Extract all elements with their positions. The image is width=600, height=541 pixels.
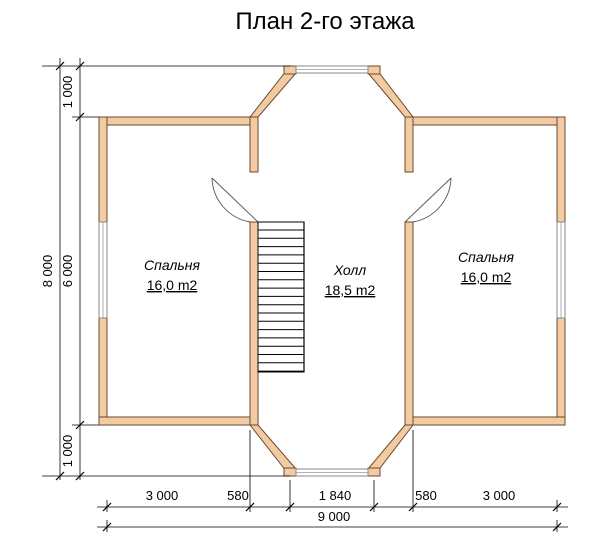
bottom-dimensions: 3 000 580 1 840 580 3 000 9 000 bbox=[97, 430, 568, 532]
room-area-bedroom-left: 16,0 m2 bbox=[147, 277, 198, 293]
bay-bottom-left-post bbox=[283, 467, 297, 477]
left-inner-wall-upper bbox=[249, 116, 259, 173]
plan-title: План 2-го этажа bbox=[235, 8, 415, 35]
dim-bottom-1: 3 000 bbox=[146, 488, 179, 503]
left-wall-top bbox=[98, 116, 259, 126]
room-name-hall: Холл bbox=[333, 262, 366, 278]
bay-bottom-right-post bbox=[367, 467, 381, 477]
room-name-bedroom-right: Спальня bbox=[458, 249, 514, 265]
dim-left-inner-2: 6 000 bbox=[60, 255, 75, 288]
right-inner-wall-upper bbox=[404, 116, 414, 173]
right-door bbox=[404, 177, 452, 223]
hall-bay-bottom bbox=[248, 424, 415, 477]
right-wall-bottom bbox=[404, 416, 566, 426]
hall-bay-top bbox=[248, 65, 415, 118]
room-area-hall: 18,5 m2 bbox=[325, 282, 376, 298]
left-inner-wall-lower bbox=[249, 221, 259, 426]
dim-bottom-2: 580 bbox=[227, 488, 249, 503]
right-inner-wall-lower bbox=[404, 221, 414, 426]
right-wall-top bbox=[404, 116, 566, 126]
bay-top-left-post bbox=[283, 65, 297, 75]
dim-bottom-3: 1 840 bbox=[319, 488, 352, 503]
room-name-bedroom-left: Спальня bbox=[144, 257, 200, 273]
dim-left-outer: 8 000 bbox=[40, 255, 55, 288]
dim-bottom-4: 580 bbox=[415, 488, 437, 503]
left-dimensions: 8 000 1 000 6 000 1 000 bbox=[40, 58, 290, 481]
staircase bbox=[257, 221, 305, 373]
room-area-bedroom-right: 16,0 m2 bbox=[461, 269, 512, 285]
left-wall-bottom bbox=[98, 416, 259, 426]
left-door bbox=[211, 177, 259, 223]
dim-total-width: 9 000 bbox=[318, 509, 351, 524]
dim-bottom-5: 3 000 bbox=[483, 488, 516, 503]
bay-top-right-post bbox=[367, 65, 381, 75]
dim-left-inner-3: 1 000 bbox=[60, 435, 75, 468]
dim-left-inner-1: 1 000 bbox=[60, 76, 75, 109]
